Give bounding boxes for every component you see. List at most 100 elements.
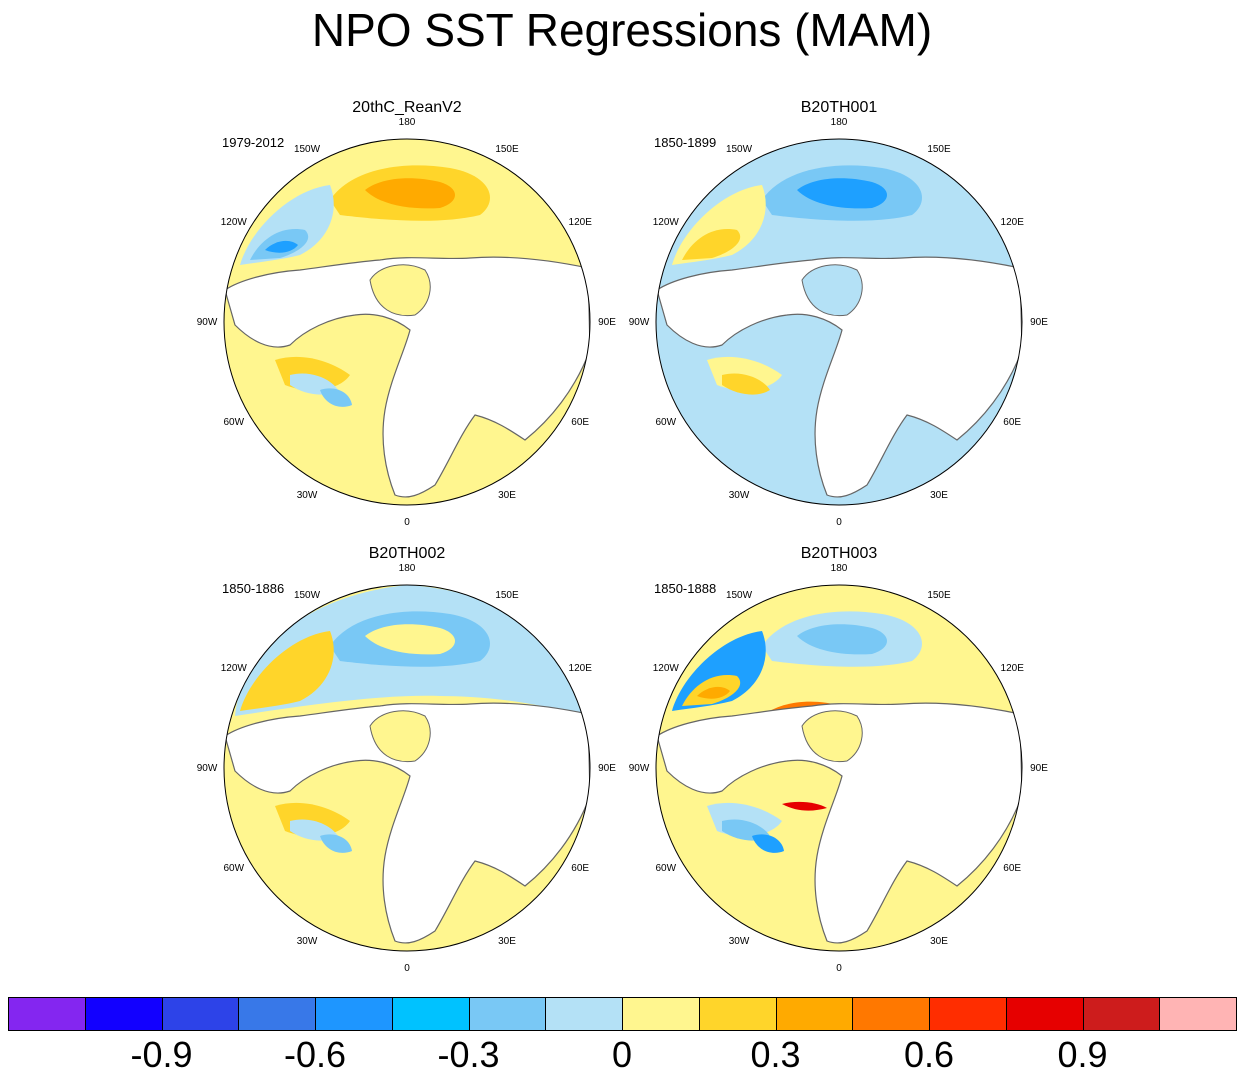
sst-contour-pacific bbox=[365, 624, 455, 655]
map-boundary bbox=[223, 138, 591, 506]
land-mask bbox=[656, 702, 1022, 944]
panel-years: 1850-1888 bbox=[654, 581, 716, 596]
panel-years: 1979-2012 bbox=[222, 135, 284, 150]
colorbar-label: 0.9 bbox=[1057, 1034, 1108, 1075]
longitude-label: 30W bbox=[729, 936, 750, 947]
longitude-label: 120W bbox=[221, 663, 248, 674]
longitude-label: 30W bbox=[297, 936, 318, 947]
longitude-label: 150W bbox=[294, 590, 321, 601]
arctic-ocean bbox=[801, 710, 863, 763]
longitude-label: 150E bbox=[495, 590, 519, 601]
colorbar-label: 0 bbox=[611, 1034, 633, 1075]
longitude-label: 180 bbox=[831, 563, 848, 574]
longitude-label: 90E bbox=[1030, 317, 1048, 328]
sst-contour-pacific bbox=[797, 624, 887, 655]
sst-contour-pacific bbox=[265, 240, 298, 253]
longitude-label: 120E bbox=[1001, 663, 1025, 674]
longitude-label: 60W bbox=[224, 863, 245, 874]
sst-contour-atlantic bbox=[752, 834, 784, 853]
longitude-label: 180 bbox=[399, 563, 416, 574]
colorbar-swatch bbox=[238, 997, 316, 1031]
longitude-label: 60E bbox=[571, 417, 589, 428]
map-boundary bbox=[223, 584, 591, 952]
map-panel-reanalysis: 180 150E 120E 90E 60E 30E 0 30W 60W 90W 120W 150W 20… bbox=[180, 90, 640, 528]
longitude-label: 60W bbox=[224, 417, 245, 428]
longitude-label: 120E bbox=[1001, 217, 1025, 228]
longitude-label: 60W bbox=[656, 417, 677, 428]
arctic-ocean bbox=[369, 710, 431, 763]
colorbar bbox=[8, 997, 1237, 1031]
colorbar-label: -0.3 bbox=[437, 1034, 500, 1075]
longitude-label: 150E bbox=[495, 144, 519, 155]
longitude-label: 90E bbox=[1030, 763, 1048, 774]
longitude-label: 150W bbox=[726, 144, 753, 155]
longitude-label: 30E bbox=[930, 936, 948, 947]
colorbar-swatch bbox=[929, 997, 1007, 1031]
sst-contour-atlantic bbox=[657, 305, 839, 500]
panel-years: 1850-1899 bbox=[654, 135, 716, 150]
panel-title: 20thC_ReanV2 bbox=[352, 99, 462, 116]
colorbar-swatch bbox=[545, 997, 623, 1031]
longitude-label: 90W bbox=[629, 317, 650, 328]
sst-contour-pacific bbox=[797, 178, 887, 209]
longitude-label: 120W bbox=[653, 663, 680, 674]
sst-contour-atlantic bbox=[657, 751, 839, 946]
longitude-label: 90W bbox=[629, 763, 650, 774]
map-panel-b20th001: 180 150E 120E 90E 60E 30E 0 30W 60W 90W 120W 150W B2… bbox=[612, 90, 1072, 528]
colorbar-swatch bbox=[8, 997, 86, 1031]
panel-years: 1850-1886 bbox=[222, 581, 284, 596]
map-panel-b20th003: 180 150E 120E 90E 60E 30E 0 30W 60W 90W 120W 150W B2… bbox=[612, 536, 1072, 974]
longitude-label: 150W bbox=[294, 144, 321, 155]
map-boundary bbox=[655, 584, 1023, 952]
longitude-label: 120E bbox=[569, 663, 593, 674]
longitude-label: 180 bbox=[831, 117, 848, 128]
sst-contour-atlantic bbox=[320, 388, 352, 407]
longitude-label: 150E bbox=[927, 590, 951, 601]
colorbar-swatch bbox=[315, 997, 393, 1031]
longitude-label: 30E bbox=[930, 490, 948, 501]
panel-title: B20TH001 bbox=[801, 99, 878, 116]
longitude-label: 120E bbox=[569, 217, 593, 228]
map-panel-b20th002: 180 150E 120E 90E 60E 30E 0 30W 60W 90W 120W 150W B2… bbox=[180, 536, 640, 974]
polar-map: 180 150E 120E 90E 60E 30E 0 30W 60W 90W 120W 150W 20… bbox=[197, 99, 617, 528]
panel-title: B20TH002 bbox=[369, 545, 446, 562]
sst-contour-atlantic bbox=[782, 801, 827, 811]
sst-contour-atlantic bbox=[722, 373, 770, 395]
page-title: NPO SST Regressions (MAM) bbox=[311, 4, 933, 56]
colorbar-swatch bbox=[698, 997, 777, 1031]
colorbar-swatch bbox=[161, 997, 240, 1031]
sst-contour-atlantic bbox=[225, 305, 407, 500]
sst-contour-pacific bbox=[240, 631, 334, 711]
arctic-ocean bbox=[369, 264, 431, 317]
polar-map: 180 150E 120E 90E 60E 30E 0 30W 60W 90W 120W 150W B2… bbox=[197, 545, 617, 974]
sst-contour-atlantic bbox=[225, 751, 407, 946]
longitude-label: 60E bbox=[571, 863, 589, 874]
colorbar-label: -0.6 bbox=[283, 1034, 347, 1075]
longitude-label: 0 bbox=[836, 517, 842, 528]
longitude-label: 120W bbox=[653, 217, 680, 228]
longitude-label: 30E bbox=[498, 936, 516, 947]
longitude-label: 60E bbox=[1003, 417, 1021, 428]
land-mask bbox=[224, 702, 590, 944]
colorbar-label: 0.3 bbox=[750, 1034, 801, 1075]
longitude-label: 60E bbox=[1003, 863, 1021, 874]
panel-title: B20TH003 bbox=[801, 545, 878, 562]
colorbar-swatch bbox=[1082, 997, 1161, 1031]
sst-contour-pacific bbox=[365, 178, 455, 209]
longitude-label: 120W bbox=[221, 217, 248, 228]
colorbar-swatch bbox=[852, 997, 930, 1031]
arctic-ocean bbox=[801, 264, 863, 317]
colorbar-label: -0.9 bbox=[130, 1034, 193, 1075]
polar-map: 180 150E 120E 90E 60E 30E 0 30W 60W 90W 120W 150W B2… bbox=[629, 545, 1049, 974]
colorbar-swatch bbox=[1005, 997, 1084, 1031]
colorbar-swatch bbox=[622, 997, 700, 1031]
longitude-label: 90W bbox=[197, 317, 218, 328]
longitude-label: 0 bbox=[836, 963, 842, 974]
longitude-label: 150W bbox=[726, 590, 753, 601]
colorbar-swatch bbox=[775, 997, 854, 1031]
colorbar-swatch bbox=[468, 997, 547, 1031]
sst-contour-pacific bbox=[697, 686, 730, 699]
longitude-label: 150E bbox=[927, 144, 951, 155]
longitude-label: 30W bbox=[729, 490, 750, 501]
longitude-label: 30W bbox=[297, 490, 318, 501]
